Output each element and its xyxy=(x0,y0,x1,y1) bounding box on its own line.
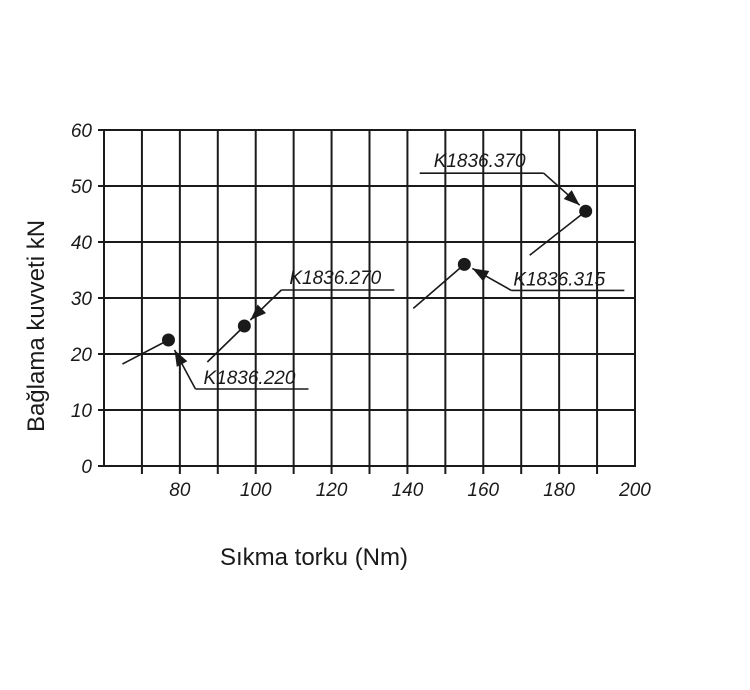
x-axis-title: Sıkma torku (Nm) xyxy=(220,544,408,571)
data-point xyxy=(457,257,471,271)
data-point xyxy=(161,333,175,347)
arrowhead xyxy=(250,304,267,320)
point-label: K1836.315 xyxy=(513,269,605,290)
leader-tail xyxy=(122,339,169,365)
point-label: K1836.220 xyxy=(203,368,295,389)
y-tick-label: 20 xyxy=(70,345,93,366)
leader-tail xyxy=(529,210,587,256)
axes: 80 100 120 140 160 180 200 0 10 20 30 40 50 60 xyxy=(70,121,651,501)
point-label: K1836.270 xyxy=(289,268,381,289)
data-point xyxy=(579,204,593,218)
y-tick-label: 60 xyxy=(71,121,93,142)
x-tick-label: 160 xyxy=(467,480,499,501)
x-tick-label: 80 xyxy=(169,480,191,501)
y-axis-title: Bağlama kuvveti kN xyxy=(23,220,50,432)
x-tick-label: 120 xyxy=(316,480,348,501)
x-tick-label: 200 xyxy=(618,480,651,501)
y-tick-label: 0 xyxy=(81,457,92,478)
x-tick-label: 100 xyxy=(240,480,272,501)
leader-tail xyxy=(206,325,245,363)
y-tick-label: 50 xyxy=(71,177,93,198)
data-point xyxy=(237,319,251,333)
x-tick-label: 140 xyxy=(392,480,424,501)
arrowhead xyxy=(174,350,188,367)
point-labels: K1836.220 K1836.270 K1836.315 K1836.370 xyxy=(203,151,605,389)
x-tick-label: 180 xyxy=(543,480,575,501)
point-label: K1836.370 xyxy=(434,151,526,172)
leader-lines xyxy=(122,172,625,390)
arrowhead xyxy=(563,190,580,206)
data-points xyxy=(161,204,593,347)
y-tick-label: 30 xyxy=(71,289,93,310)
grid xyxy=(104,130,635,474)
y-tick-label: 40 xyxy=(71,233,93,254)
y-tick-label: 10 xyxy=(71,401,93,422)
arrowhead xyxy=(472,268,490,282)
leader-tail xyxy=(412,263,465,310)
